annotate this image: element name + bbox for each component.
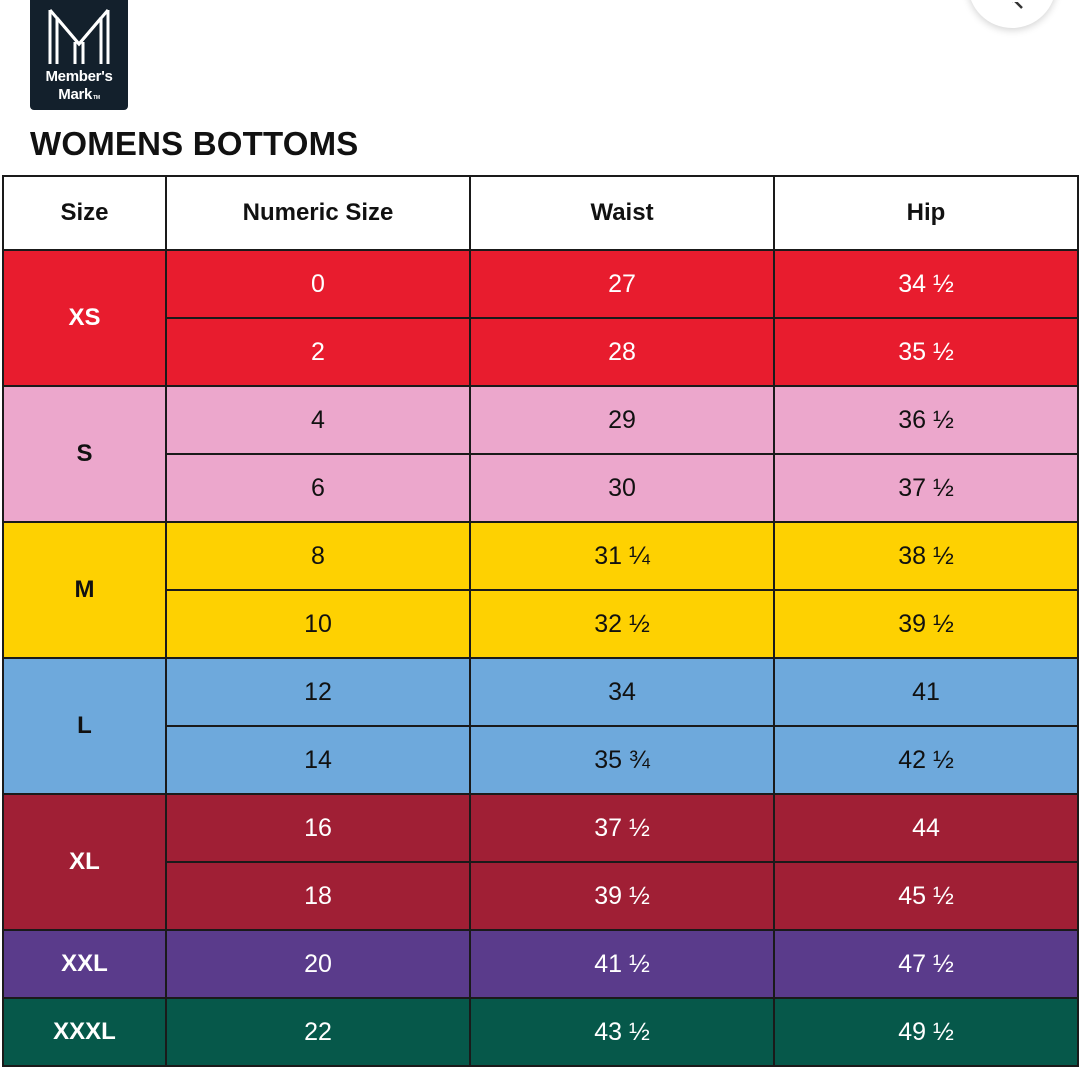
waist-cell: 32 ½ <box>469 589 775 659</box>
waist-cell: 43 ½ <box>469 997 775 1067</box>
search-button[interactable] <box>968 0 1056 28</box>
table-row: XXXL 22 43 ½ 49 ½ <box>2 997 1079 1067</box>
hip-cell: 36 ½ <box>773 385 1079 455</box>
numeric-size-cell: 14 <box>165 725 471 795</box>
waist-cell: 34 <box>469 657 775 727</box>
hip-cell: 47 ½ <box>773 929 1079 999</box>
logo-trademark: TM <box>93 95 100 101</box>
hip-cell: 49 ½ <box>773 997 1079 1067</box>
table-row: 14 35 ¾ 42 ½ <box>3 725 1079 795</box>
hip-cell: 37 ½ <box>773 453 1079 523</box>
size-label-xl: XL <box>2 793 167 931</box>
hip-cell: 45 ½ <box>773 861 1079 931</box>
logo-wordmark: Member's MarkTM <box>30 68 128 107</box>
hip-cell: 42 ½ <box>773 725 1079 795</box>
page-title: WOMENS BOTTOMS <box>30 125 359 162</box>
hip-cell: 44 <box>773 793 1079 863</box>
table-row: 10 32 ½ 39 ½ <box>3 589 1079 659</box>
size-label-s: S <box>2 385 167 523</box>
logo-line-2: MarkTM <box>58 86 100 103</box>
waist-cell: 31 ¼ <box>469 521 775 591</box>
table-row: S 4 29 36 ½ <box>2 385 1079 523</box>
header-waist: Waist <box>469 175 775 251</box>
waist-cell: 39 ½ <box>469 861 775 931</box>
numeric-size-cell: 6 <box>165 453 471 523</box>
members-mark-logo-icon <box>48 9 110 64</box>
table-row: XL 16 37 ½ 44 <box>2 793 1079 931</box>
size-label-xxxl: XXXL <box>2 997 167 1067</box>
brand-logo: Member's MarkTM <box>30 0 128 110</box>
table-row: L 12 34 41 <box>2 657 1079 795</box>
header-hip: Hip <box>773 175 1079 251</box>
table-row: 18 39 ½ 45 ½ <box>3 861 1079 931</box>
numeric-size-cell: 22 <box>165 997 471 1067</box>
numeric-size-cell: 4 <box>165 385 471 455</box>
numeric-size-cell: 16 <box>165 793 471 863</box>
numeric-size-cell: 20 <box>165 929 471 999</box>
table-row: 2 28 35 ½ <box>3 317 1079 387</box>
size-label-xxl: XXL <box>2 929 167 999</box>
size-label-m: M <box>2 521 167 659</box>
waist-cell: 27 <box>469 249 775 319</box>
table-row: 6 30 37 ½ <box>3 453 1079 523</box>
size-label-xs: XS <box>2 249 167 387</box>
table-row: XS 0 27 34 ½ <box>2 249 1079 387</box>
waist-cell: 35 ¾ <box>469 725 775 795</box>
numeric-size-cell: 12 <box>165 657 471 727</box>
hip-cell: 34 ½ <box>773 249 1079 319</box>
numeric-size-cell: 8 <box>165 521 471 591</box>
table-header-row: Size Numeric Size Waist Hip <box>2 175 1079 251</box>
size-chart-table: Size Numeric Size Waist Hip XS 0 27 34 ½… <box>2 175 1079 1067</box>
numeric-size-cell: 2 <box>165 317 471 387</box>
waist-cell: 28 <box>469 317 775 387</box>
numeric-size-cell: 10 <box>165 589 471 659</box>
hip-cell: 39 ½ <box>773 589 1079 659</box>
waist-cell: 41 ½ <box>469 929 775 999</box>
hip-cell: 35 ½ <box>773 317 1079 387</box>
header-size: Size <box>2 175 167 251</box>
waist-cell: 37 ½ <box>469 793 775 863</box>
table-row: XXL 20 41 ½ 47 ½ <box>2 929 1079 999</box>
numeric-size-cell: 18 <box>165 861 471 931</box>
table-row: M 8 31 ¼ 38 ½ <box>2 521 1079 659</box>
size-label-l: L <box>2 657 167 795</box>
hip-cell: 41 <box>773 657 1079 727</box>
numeric-size-cell: 0 <box>165 249 471 319</box>
search-icon <box>1012 2 1023 9</box>
hip-cell: 38 ½ <box>773 521 1079 591</box>
header-numeric-size: Numeric Size <box>165 175 471 251</box>
waist-cell: 30 <box>469 453 775 523</box>
waist-cell: 29 <box>469 385 775 455</box>
logo-line-1: Member's <box>45 68 113 85</box>
